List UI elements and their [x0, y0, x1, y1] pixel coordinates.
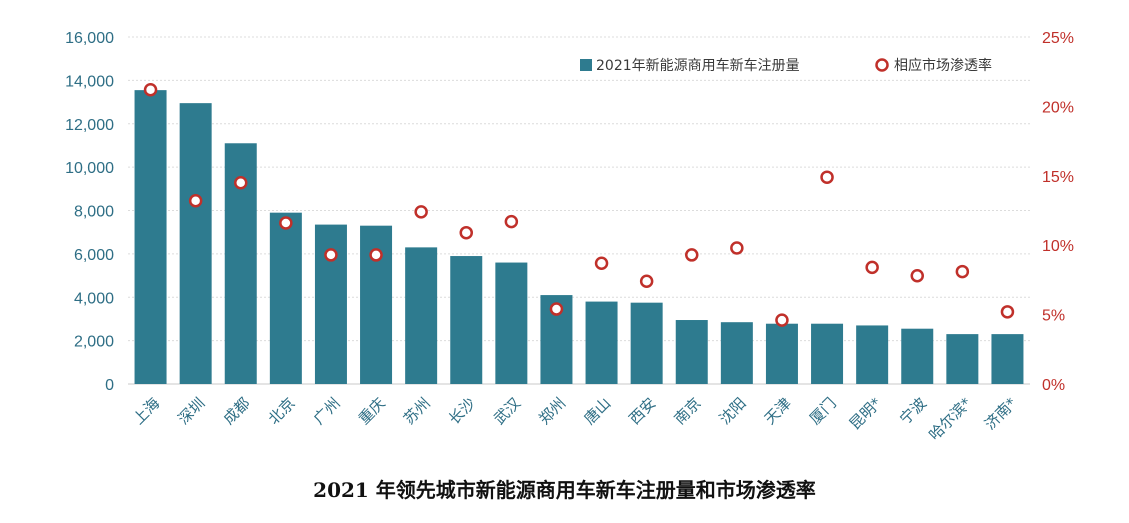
legend-bar-swatch [580, 59, 592, 71]
right-tick-label: 5% [1042, 308, 1065, 325]
left-tick-label: 10,000 [65, 160, 114, 177]
bar-哈尔滨* [946, 334, 979, 384]
category-label: 唐山 [580, 394, 614, 428]
bar-北京 [269, 212, 302, 384]
left-tick-label: 4,000 [74, 290, 114, 307]
category-label: 南京 [671, 394, 705, 428]
right-tick-label: 25% [1042, 30, 1074, 47]
bars [134, 90, 1024, 385]
category-label: 深圳 [175, 394, 209, 428]
marker-哈尔滨* [955, 264, 970, 279]
gridlines [128, 36, 1030, 385]
right-axis: 0% 5% 10% 15% 20% 25% [1042, 30, 1074, 394]
marker-沈阳 [730, 241, 744, 255]
marker-厦门 [820, 170, 834, 184]
bar-长沙 [450, 256, 483, 384]
legend-bar-label: 2021年新能源商用车新车注册量 [596, 57, 800, 74]
marker-重庆 [369, 248, 383, 262]
right-tick-label: 15% [1042, 169, 1074, 186]
category-label: 重庆 [355, 394, 389, 428]
category-label: 成都 [220, 394, 254, 428]
category-label: 宁波 [896, 394, 930, 428]
category-label: 昆明* [846, 394, 886, 434]
category-label: 西安 [626, 394, 660, 428]
category-label: 上海 [129, 394, 163, 428]
penetration-markers [143, 82, 1015, 327]
marker-南京 [685, 248, 699, 262]
marker-武汉 [504, 214, 519, 229]
left-tick-label: 16,000 [65, 30, 114, 47]
left-tick-label: 12,000 [65, 117, 114, 134]
left-tick-label: 0 [105, 377, 114, 394]
category-label: 北京 [265, 394, 299, 428]
marker-西安 [639, 274, 654, 289]
bar-苏州 [405, 247, 438, 384]
chart: 0 2,000 4,000 6,000 8,000 10,000 12,000 14,000 1… [65, 30, 1074, 444]
bar-济南* [991, 334, 1024, 384]
category-label: 天津 [761, 394, 795, 428]
category-label: 济南* [981, 394, 1021, 434]
marker-苏州 [414, 205, 428, 219]
chart-caption: 2021 年领先城市新能源商用车新车注册量和市场渗透率 [313, 478, 816, 502]
category-label: 哈尔滨* [925, 394, 975, 444]
bar-厦门 [811, 323, 844, 384]
right-tick-label: 0% [1042, 377, 1065, 394]
bar-南京 [675, 320, 708, 384]
category-label: 苏州 [400, 394, 434, 428]
bar-西安 [630, 302, 663, 384]
marker-唐山 [594, 256, 609, 270]
category-label: 沈阳 [716, 394, 750, 428]
bar-宁波 [901, 328, 934, 384]
marker-上海 [143, 82, 158, 97]
x-axis: 上海 深圳 成都 北京 广州 重庆 苏州 长沙 武汉 郑州 唐山 西安 南京 沈阳 天津 厦门 昆明* 宁波哈尔滨… [129, 394, 1020, 444]
bar-沈阳 [720, 322, 753, 384]
bar-深圳 [179, 103, 212, 384]
bar-昆明* [856, 325, 889, 384]
bar-武汉 [495, 262, 528, 384]
marker-深圳 [188, 194, 203, 208]
legend: 2021年新能源商用车新车注册量 相应市场渗透率 [580, 57, 992, 74]
right-tick-label: 20% [1042, 99, 1074, 116]
legend-marker-swatch [875, 58, 889, 72]
marker-济南* [1000, 305, 1015, 319]
marker-郑州 [549, 302, 564, 316]
bar-上海 [134, 90, 167, 385]
left-axis: 0 2,000 4,000 6,000 8,000 10,000 12,000 14,000 1… [65, 30, 114, 394]
marker-昆明* [865, 260, 879, 275]
left-tick-label: 14,000 [65, 73, 114, 90]
left-tick-label: 8,000 [74, 204, 114, 221]
marker-天津 [775, 313, 789, 327]
category-label: 厦门 [806, 394, 840, 428]
category-label: 长沙 [445, 394, 479, 428]
bar-天津 [765, 323, 798, 384]
left-tick-label: 2,000 [74, 334, 114, 351]
marker-宁波 [910, 268, 924, 283]
category-label: 郑州 [535, 394, 569, 428]
legend-marker-label: 相应市场渗透率 [894, 57, 992, 74]
category-label: 武汉 [490, 394, 524, 428]
marker-长沙 [459, 225, 473, 240]
marker-成都 [234, 175, 248, 190]
category-label: 广州 [310, 394, 344, 428]
left-tick-label: 6,000 [74, 247, 114, 264]
marker-广州 [324, 248, 338, 262]
bar-唐山 [585, 301, 618, 384]
marker-北京 [279, 216, 293, 230]
right-tick-label: 10% [1042, 238, 1074, 255]
